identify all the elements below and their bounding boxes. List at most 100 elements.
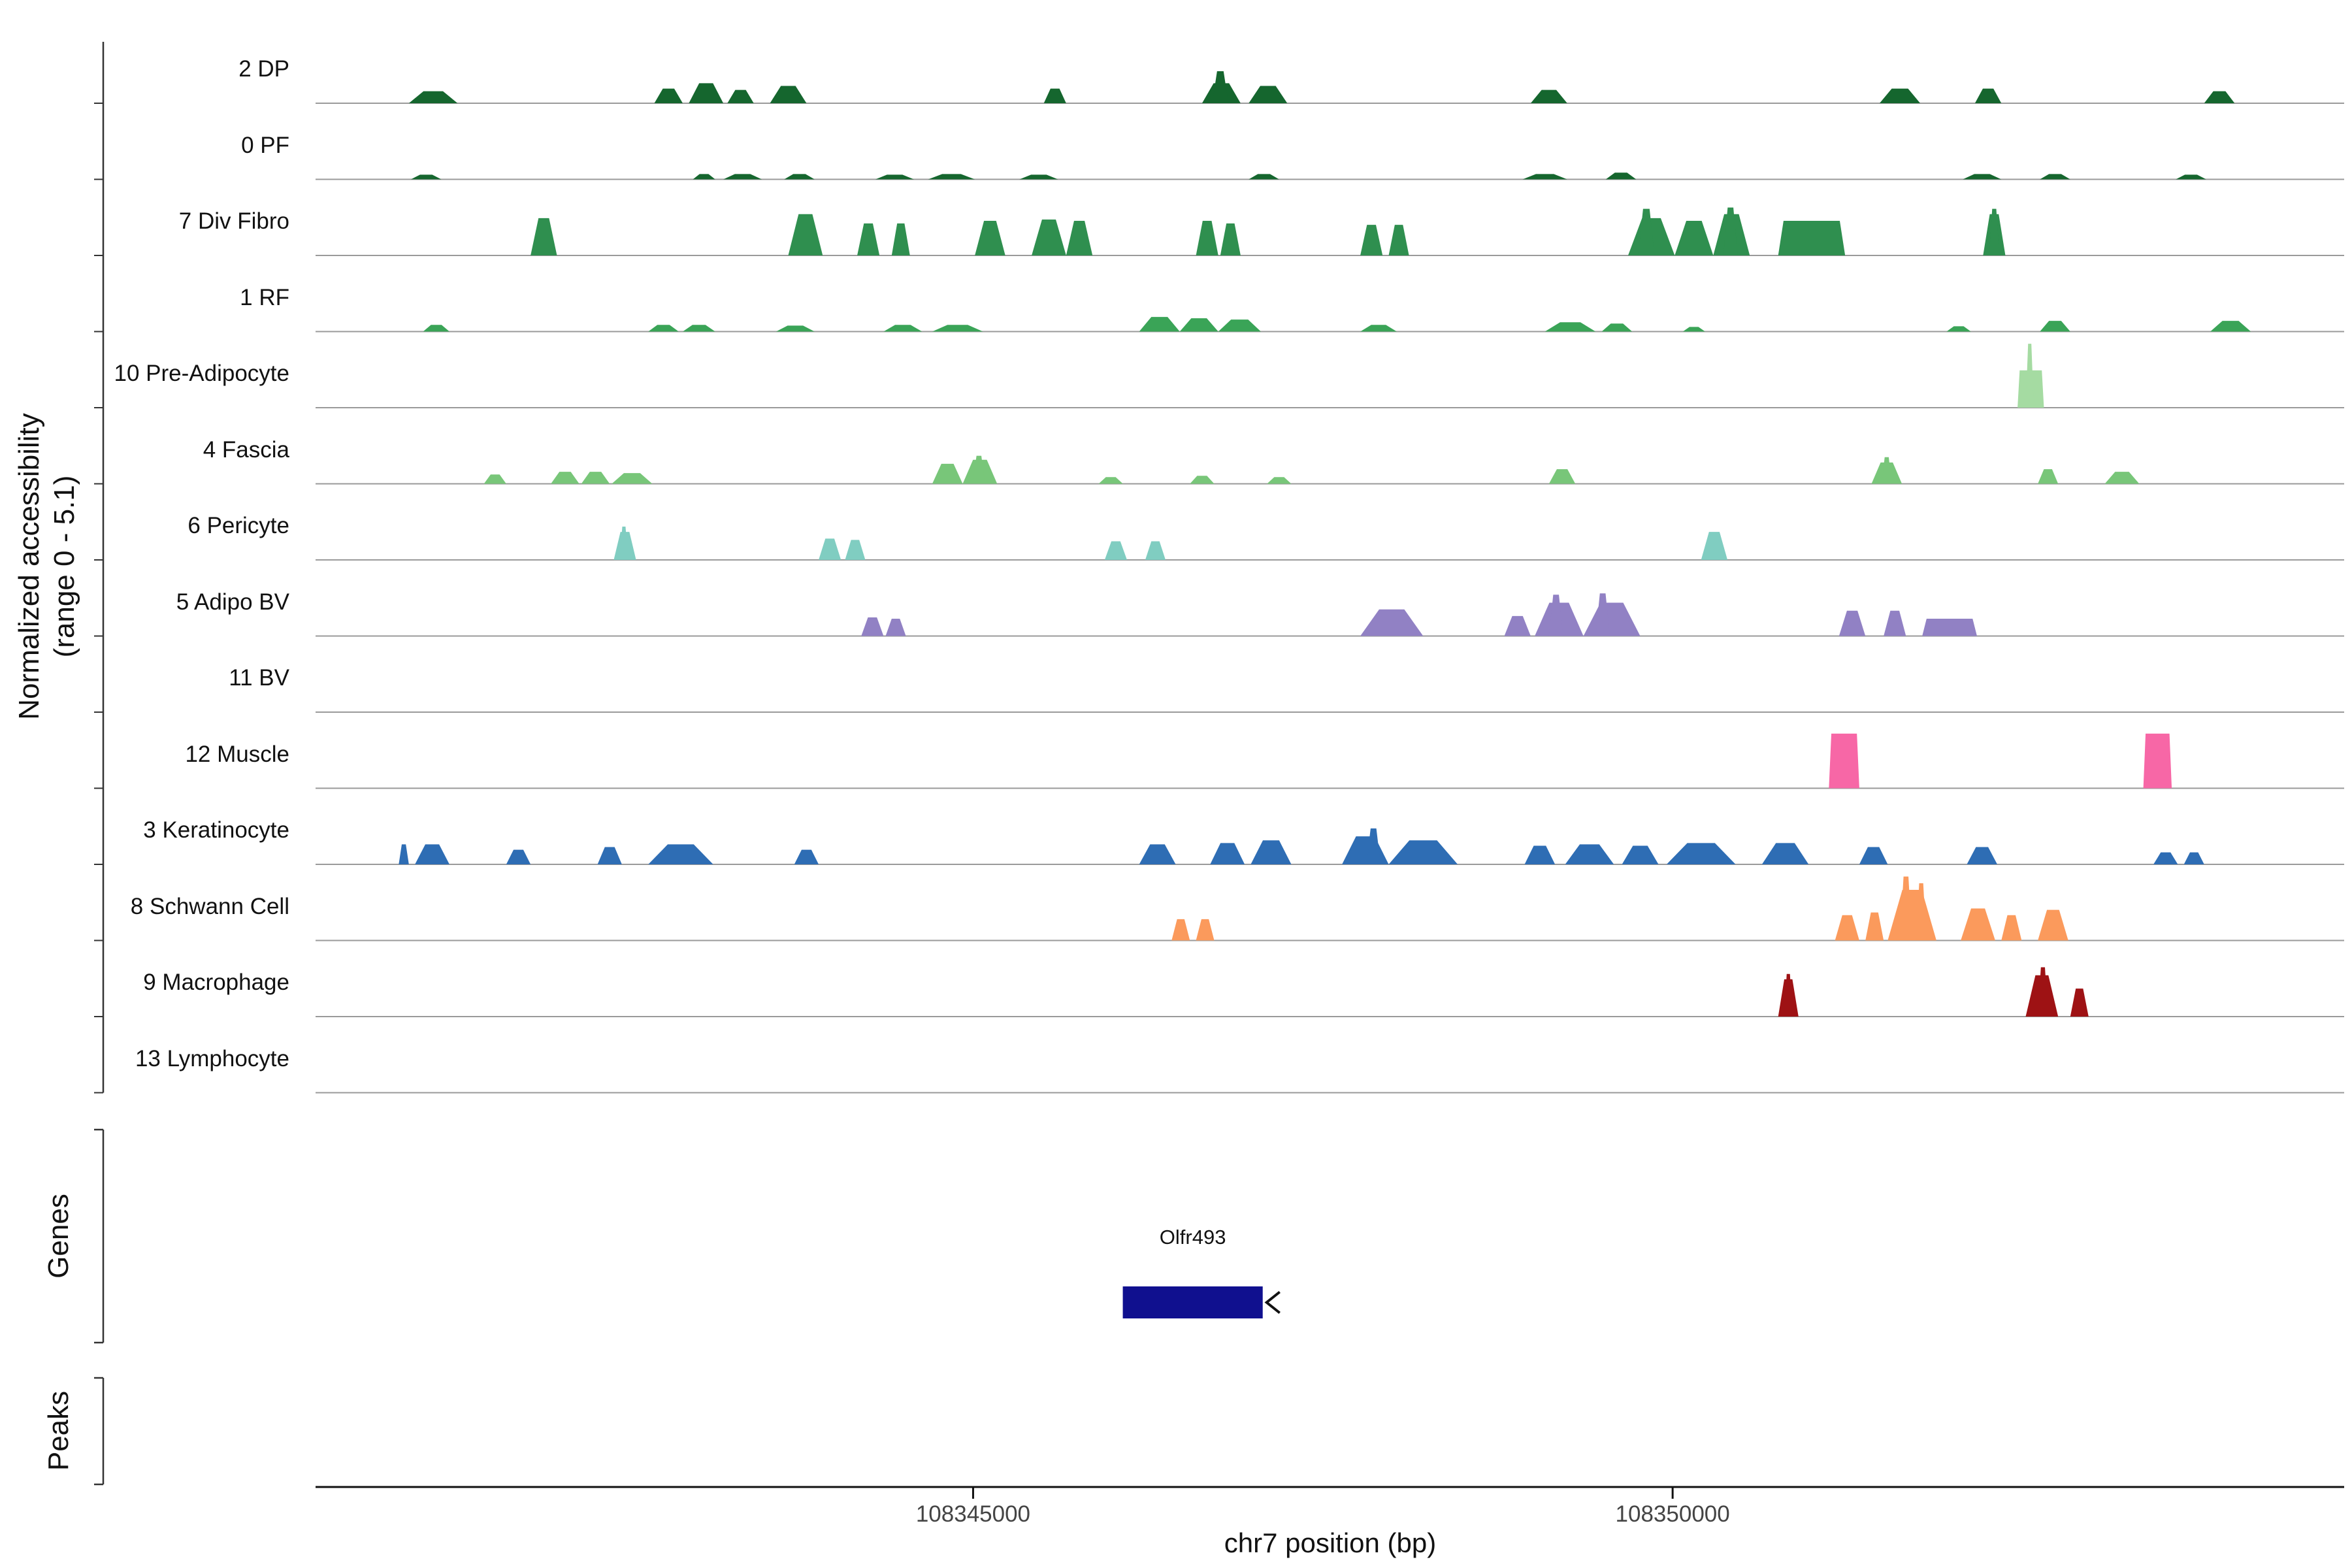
signal-peak [506,849,531,864]
signal-peak [1212,71,1229,103]
signal-peak [1784,973,1793,1017]
signal-peak [1622,845,1659,864]
signal-peak [415,844,449,864]
signal-peak [648,844,713,864]
signal-peak [483,474,506,484]
signal-peak [1066,220,1093,255]
signal-peak [2176,174,2206,180]
signal-peak [2025,344,2034,408]
signal-peak [1674,220,1714,255]
signal-peak [410,174,442,180]
signal-peak [423,325,449,332]
signal-peak [1210,843,1245,864]
signal-peak [1544,322,1596,332]
signal-peak [1887,890,1936,941]
signal-peak [1829,733,1859,789]
signal-peak [1342,836,1389,864]
signal-peak [845,540,866,560]
x-axis-tick-label-2: 108350000 [1615,1501,1730,1527]
signal-peak [1032,219,1066,255]
signal-peak [1190,476,1215,484]
signal-peak [770,86,807,103]
y-axis-label-line1: Normalized accessibility [13,413,45,720]
signal-peak [1019,174,1058,180]
signal-peak [689,83,724,103]
signal-peak [857,223,880,255]
signal-peak [683,325,715,332]
signal-peak [794,849,819,864]
signal-peak [1388,225,1409,255]
signal-peak [1723,207,1738,255]
signal-peak [1835,915,1859,941]
signal-peak [875,174,914,180]
signal-peak [861,617,884,636]
track-label-10-pre-adipocyte: 10 Pre-Adipocyte [114,361,289,386]
signal-peak [654,88,683,103]
signal-peak [693,174,715,180]
signal-peak [1882,457,1892,484]
signal-peak [1504,615,1531,636]
x-axis-title: chr7 position (bp) [1224,1527,1437,1558]
signal-peak [1974,88,2002,103]
signal-peak [2204,91,2235,103]
peaks-section-label: Peaks [42,1390,74,1471]
signal-peak [1524,845,1556,864]
x-axis-tick-label-1: 108345000 [915,1501,1031,1527]
signal-peak [1360,225,1383,255]
signal-peak [612,473,653,484]
track-label-6-pericyte: 6 Pericyte [188,513,289,538]
signal-peak [885,618,906,636]
signal-peak [819,538,841,560]
track-label-3-keratinocyte: 3 Keratinocyte [143,817,289,843]
signal-peak [551,472,580,484]
signal-peak [776,325,815,332]
signal-peak [1900,876,1912,941]
gene-strand-arrow [1264,1290,1281,1315]
signal-peak [2040,321,2070,332]
signal-peak [1043,88,1066,103]
signal-peak [1583,602,1641,636]
signal-peak [1916,883,1927,941]
signal-peak [1838,610,1866,636]
signal-peak [932,463,963,484]
signal-peak [1179,318,1218,332]
signal-peak [1530,90,1567,103]
track-label-1-rf: 1 RF [240,284,289,310]
track-label-11-bv: 11 BV [229,665,289,691]
signal-peak [2070,988,2089,1017]
signal-peak [1922,618,1977,636]
signal-peak [2143,733,2172,789]
signal-peak [1388,840,1458,864]
track-label-5-adipo-bv: 5 Adipo BV [176,589,289,615]
track-label-9-macrophage: 9 Macrophage [143,970,289,995]
signal-peak [1605,172,1637,180]
signal-peak [727,90,754,103]
signal-peak [883,325,923,332]
signal-peak [1360,609,1424,636]
signal-peak [1638,208,1655,255]
signal-peak [1218,319,1261,332]
signal-peak [1778,220,1846,255]
signal-peak [1565,844,1614,864]
signal-peak [1548,595,1563,636]
signal-peak [973,455,985,484]
signal-peak [723,174,762,180]
signal-peak [1220,223,1241,255]
signal-peak [1171,919,1190,941]
signal-peak [648,325,679,332]
signal-peak [1761,843,1809,864]
signal-peak [2183,852,2204,864]
y-axis-label-line2: (range 0 - 5.1) [48,475,80,658]
signal-peak [1666,843,1736,864]
signal-peak [597,847,622,864]
genes-section-label: Genes [42,1194,74,1279]
signal-peak [1267,477,1292,484]
signal-peak [2038,469,2059,484]
signal-peak [1595,593,1610,636]
signal-peak [1522,174,1567,180]
signal-peak [1196,919,1215,941]
signal-peak [2040,174,2070,180]
signal-peak [975,220,1005,255]
signal-peak [1946,326,1971,332]
